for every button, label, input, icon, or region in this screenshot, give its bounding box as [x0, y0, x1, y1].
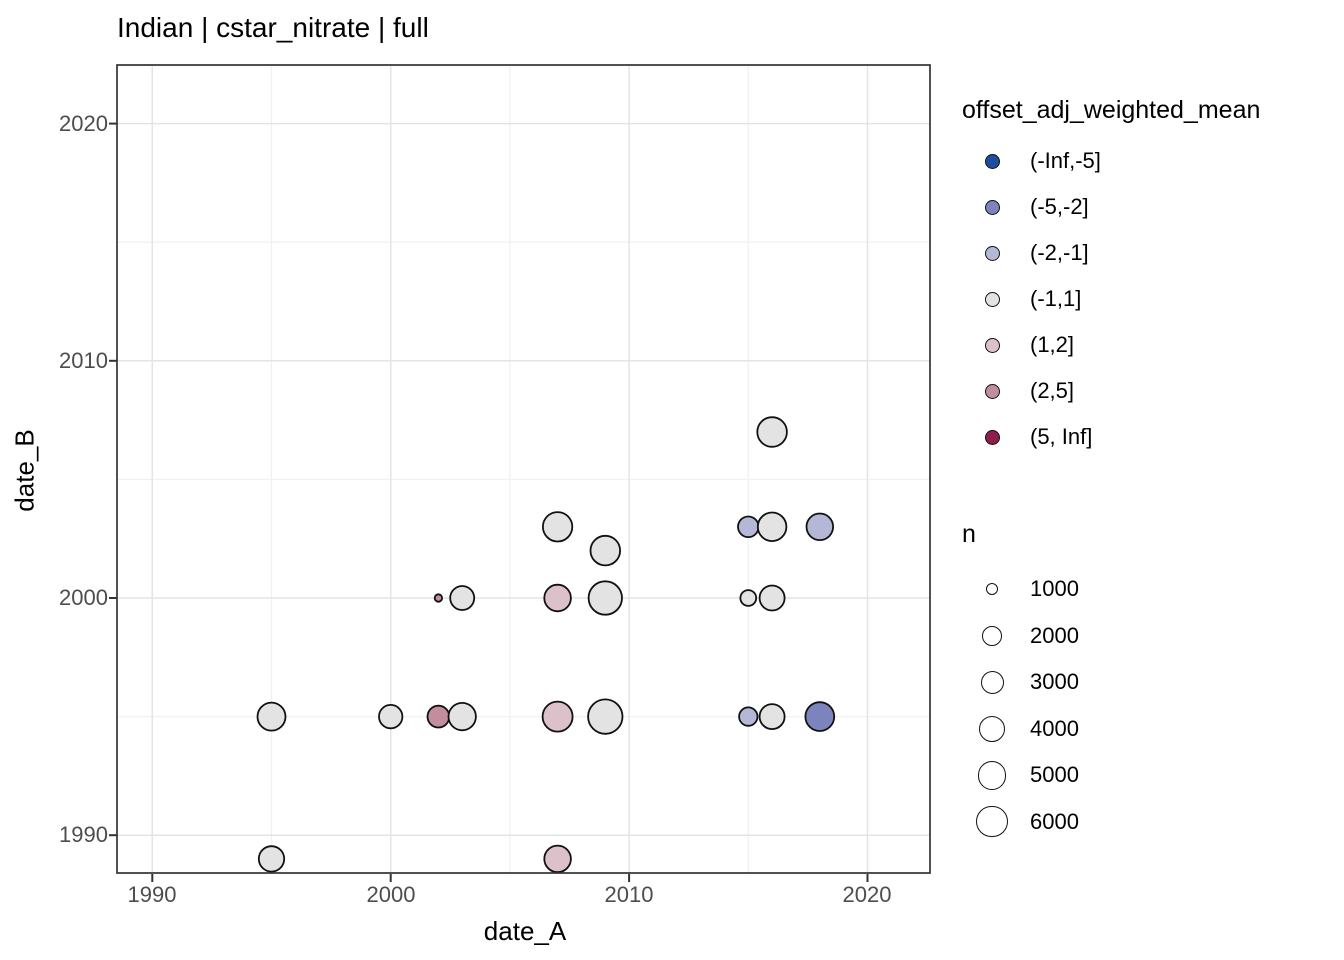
legend-key-dot [984, 199, 1000, 215]
data-point [447, 701, 477, 732]
color-legend-label: (-Inf,-5] [1030, 148, 1101, 173]
color-legend-item: (-2,-1] [962, 230, 1101, 276]
x-tick-label: 1990 [127, 882, 177, 907]
size-legend-item: 1000 [962, 566, 1079, 613]
x-axis-title: date_A [483, 916, 567, 946]
legend-key [962, 625, 1022, 646]
legend-key-circle [979, 715, 1005, 742]
legend-key [962, 337, 1022, 353]
data-point [256, 701, 287, 732]
data-point [589, 534, 622, 567]
size-legend-item: 3000 [962, 659, 1079, 706]
color-legend: (-Inf,-5] (-5,-2] (-2,-1] (-1,1] (1,2] (… [962, 138, 1101, 460]
legend-key-dot [984, 337, 1000, 353]
legend-key [962, 291, 1022, 307]
data-point [433, 593, 443, 603]
data-point [805, 512, 835, 542]
data-point [756, 416, 788, 448]
data-point [378, 703, 404, 730]
color-legend-item: (5, Inf] [962, 414, 1101, 460]
color-legend-item: (-Inf,-5] [962, 138, 1101, 184]
data-point [737, 515, 760, 539]
x-tick-label: 2000 [366, 882, 416, 907]
x-tick-label: 2010 [604, 882, 654, 907]
legend-key [962, 383, 1022, 399]
size-legend-label: 4000 [1030, 715, 1079, 741]
color-legend-item: (2,5] [962, 368, 1101, 414]
color-legend-label: (-2,-1] [1030, 240, 1089, 265]
size-legend-item: 4000 [962, 706, 1079, 753]
color-legend-item: (-5,-2] [962, 184, 1101, 230]
data-point [758, 584, 786, 612]
data-point [758, 703, 786, 730]
legend-key-dot [984, 291, 1000, 307]
data-point [543, 583, 572, 613]
legend-key-circle [976, 806, 1008, 838]
color-legend-item: (-1,1] [962, 276, 1101, 322]
size-legend-label: 5000 [1030, 762, 1079, 788]
size-legend-item: 6000 [962, 799, 1079, 846]
legend-key [962, 806, 1022, 838]
data-point [587, 698, 624, 735]
legend-key-circle [986, 583, 998, 596]
data-point [541, 511, 574, 543]
y-axis-title: date_B [9, 429, 40, 512]
data-point [739, 589, 758, 607]
data-point [426, 704, 451, 729]
plot-title: Indian | cstar_nitrate | full [117, 12, 429, 43]
color-legend-item: (1,2] [962, 322, 1101, 368]
legend-key [962, 153, 1022, 169]
legend-key-dot [984, 245, 1000, 261]
data-point [738, 706, 759, 727]
panel-border [116, 64, 931, 874]
data-point [257, 845, 286, 873]
legend-key-circle [980, 670, 1004, 694]
legend-key [962, 715, 1022, 742]
size-legend: 1000 2000 3000 4000 5000 6000 [962, 566, 1079, 845]
y-tick-label: 2020 [59, 111, 108, 136]
legend-key-circle [981, 625, 1003, 646]
color-legend-label: (-5,-2] [1030, 194, 1089, 219]
y-tick-label: 2000 [59, 585, 108, 610]
y-tick-label: 2010 [59, 348, 108, 373]
legend-key [962, 670, 1022, 694]
legend-key [962, 245, 1022, 261]
size-legend-label: 6000 [1030, 808, 1079, 834]
legend-key [962, 429, 1022, 445]
data-point [543, 844, 572, 874]
color-legend-label: (2,5] [1030, 378, 1075, 403]
data-point [756, 511, 788, 543]
size-legend-item: 5000 [962, 752, 1079, 799]
data-point [587, 580, 623, 616]
color-legend-title: offset_adj_weighted_mean [962, 96, 1261, 124]
size-legend-label: 3000 [1030, 669, 1079, 695]
legend-key-circle [977, 760, 1007, 790]
size-legend-item: 2000 [962, 613, 1079, 660]
data-point [804, 701, 836, 732]
color-legend-label: (-1,1] [1030, 286, 1082, 311]
legend-key-dot [984, 383, 1000, 399]
x-tick-label: 2020 [842, 882, 892, 907]
data-point [449, 585, 476, 611]
color-legend-label: (1,2] [1030, 332, 1075, 357]
legend-key [962, 760, 1022, 790]
legend-key [962, 583, 1022, 596]
legend-key [962, 199, 1022, 215]
size-legend-title: n [962, 520, 976, 548]
color-legend-label: (5, Inf] [1030, 424, 1093, 449]
legend-key-dot [984, 153, 1000, 169]
panel-background [117, 65, 930, 873]
y-tick-label: 1990 [59, 822, 108, 847]
data-point [541, 700, 574, 733]
size-legend-label: 2000 [1030, 622, 1079, 648]
legend-key-dot [984, 429, 1000, 445]
size-legend-label: 1000 [1030, 576, 1079, 602]
